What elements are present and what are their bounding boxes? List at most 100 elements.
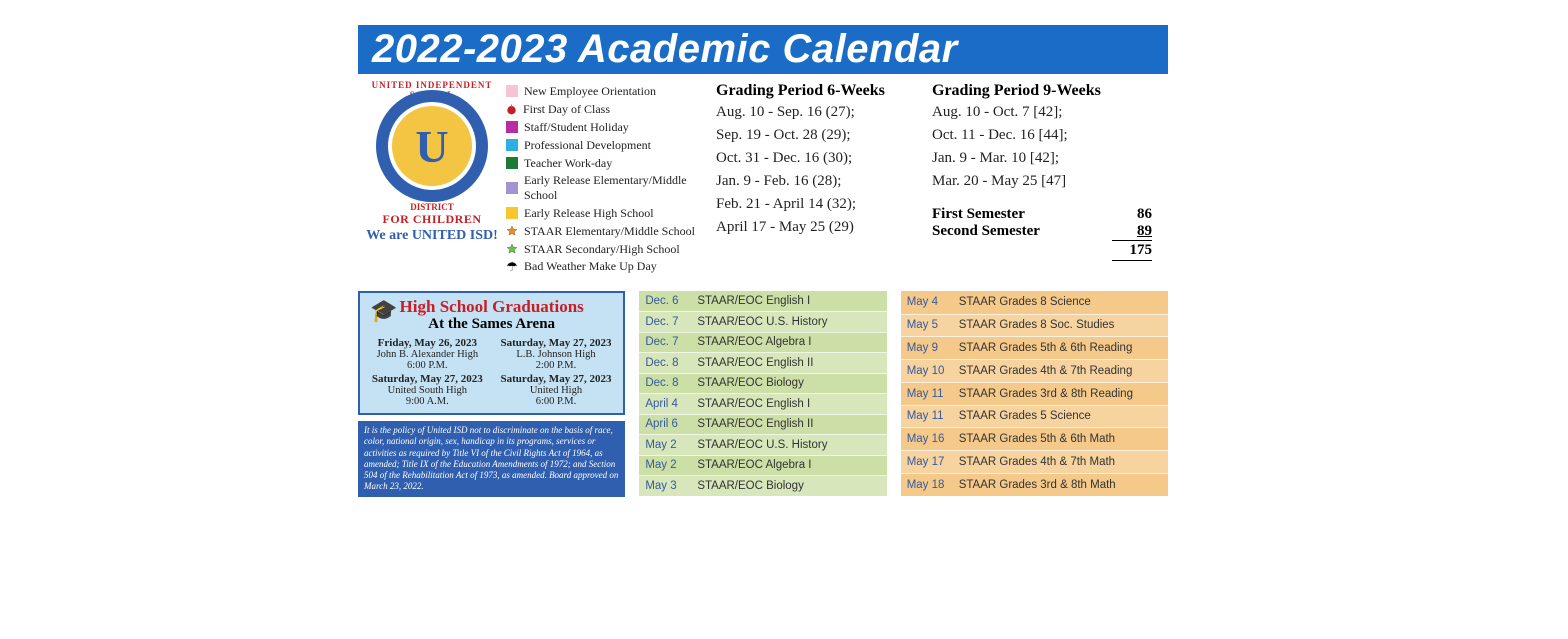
legend-label: New Employee Orientation (524, 84, 656, 98)
test-date: May 11 (901, 405, 953, 428)
test-event: STAAR Grades 5th & 6th Reading (953, 337, 1168, 360)
grad-school: United High (530, 385, 582, 396)
graduation-entry: Saturday, May 27, 2023L.B. Johnson High2… (495, 337, 618, 371)
grad-title: High School Graduations (366, 297, 617, 317)
legend-item: STAAR Elementary/Middle School (506, 224, 712, 238)
test-row: April 4STAAR/EOC English I (639, 394, 886, 414)
test-event: STAAR/EOC English II (691, 414, 886, 434)
test-date: May 5 (901, 314, 953, 337)
test-row: Dec. 7STAAR/EOC U.S. History (639, 312, 886, 332)
test-event: STAAR/EOC Algebra I (691, 455, 886, 475)
bottom-row: 🎓 High School Graduations At the Sames A… (358, 291, 1168, 496)
legend-label: Professional Development (524, 138, 651, 152)
header-row: UNITED INDEPENDENT SCHOOL U DISTRICT FOR… (358, 80, 1168, 277)
test-event: STAAR/EOC English II (691, 353, 886, 373)
test-event: STAAR/EOC English I (691, 291, 886, 311)
grading6-item: Aug. 10 - Sep. 16 (27); (716, 104, 922, 121)
test-date: May 16 (901, 428, 953, 451)
semester-first: First Semester 86 (932, 206, 1152, 223)
test-event: STAAR/EOC U.S. History (691, 435, 886, 455)
test-row: May 2STAAR/EOC Algebra I (639, 455, 886, 475)
grad-date: Saturday, May 27, 2023 (495, 373, 618, 385)
legend-label: Bad Weather Make Up Day (524, 259, 657, 273)
test-event: STAAR Grades 3rd & 8th Math (953, 473, 1168, 496)
grad-date: Saturday, May 27, 2023 (495, 337, 618, 349)
test-date: Dec. 8 (639, 353, 691, 373)
logo-column: UNITED INDEPENDENT SCHOOL U DISTRICT FOR… (358, 80, 506, 277)
test-date: April 4 (639, 394, 691, 414)
grading-6weeks: Grading Period 6-Weeks Aug. 10 - Sep. 16… (712, 80, 922, 277)
grad-school: United South High (388, 385, 467, 396)
test-event: STAAR Grades 5th & 6th Math (953, 428, 1168, 451)
test-event: STAAR/EOC Algebra I (691, 332, 886, 352)
grading-9weeks: Grading Period 9-Weeks Aug. 10 - Oct. 7 … (922, 80, 1152, 277)
test-row: May 18STAAR Grades 3rd & 8th Math (901, 473, 1168, 496)
swatch-icon (506, 139, 518, 151)
test-event: STAAR Grades 3rd & 8th Reading (953, 382, 1168, 405)
grading9-item: Mar. 20 - May 25 [47] (932, 173, 1152, 190)
sem2-label: Second Semester (932, 223, 1040, 240)
staar-eoc-table: Dec. 6STAAR/EOC English IDec. 7STAAR/EOC… (639, 291, 886, 496)
legend-label: Early Release Elementary/Middle School (524, 173, 712, 202)
logo-arc-bottom: DISTRICT (368, 202, 496, 212)
swatch-icon (506, 121, 518, 133)
legend-label: STAAR Secondary/High School (524, 242, 680, 256)
grading6-title: Grading Period 6-Weeks (716, 82, 922, 100)
test-date: May 4 (901, 291, 953, 314)
test-row: Dec. 7STAAR/EOC Algebra I (639, 332, 886, 352)
grad-school: John B. Alexander High (377, 349, 479, 360)
test-row: May 4STAAR Grades 8 Science (901, 291, 1168, 314)
grading6-item: Oct. 31 - Dec. 16 (30); (716, 150, 922, 167)
test-row: Dec. 6STAAR/EOC English I (639, 291, 886, 311)
test-row: April 6STAAR/EOC English II (639, 414, 886, 434)
grad-date: Friday, May 26, 2023 (366, 337, 489, 349)
graduation-entry: Friday, May 26, 2023John B. Alexander Hi… (366, 337, 489, 371)
legend-item: Early Release High School (506, 206, 712, 220)
test-row: May 11STAAR Grades 3rd & 8th Reading (901, 382, 1168, 405)
test-date: Dec. 6 (639, 291, 691, 311)
test-event: STAAR/EOC English I (691, 394, 886, 414)
sem2-value: 89 (1112, 223, 1152, 240)
test-date: Dec. 7 (639, 332, 691, 352)
sem-total-value: 175 (1112, 240, 1152, 261)
star-icon (506, 225, 518, 237)
grading9-item: Jan. 9 - Mar. 10 [42]; (932, 150, 1152, 167)
grad-time: 6:00 P.M. (536, 396, 577, 407)
grad-time: 6:00 P.M. (407, 360, 448, 371)
logo-tagline-1: FOR CHILDREN (382, 212, 481, 227)
test-row: May 2STAAR/EOC U.S. History (639, 435, 886, 455)
test-date: May 3 (639, 476, 691, 497)
grading9-item: Aug. 10 - Oct. 7 [42]; (932, 104, 1152, 121)
graduations-box: 🎓 High School Graduations At the Sames A… (358, 291, 625, 415)
logo-center: U (392, 106, 472, 186)
test-row: Dec. 8STAAR/EOC English II (639, 353, 886, 373)
legend: New Employee Orientation First Day of Cla… (506, 80, 712, 277)
legend-item: Early Release Elementary/Middle School (506, 173, 712, 202)
umbrella-icon: ☂ (506, 261, 518, 273)
test-date: May 17 (901, 451, 953, 474)
test-date: Dec. 7 (639, 312, 691, 332)
test-date: May 10 (901, 360, 953, 383)
grading6-item: Sep. 19 - Oct. 28 (29); (716, 127, 922, 144)
page-title: 2022-2023 Academic Calendar (358, 25, 1168, 74)
test-row: May 16STAAR Grades 5th & 6th Math (901, 428, 1168, 451)
test-date: May 2 (639, 455, 691, 475)
legend-item: Staff/Student Holiday (506, 120, 712, 134)
legend-item: STAAR Secondary/High School (506, 242, 712, 256)
staar-grades-table: May 4STAAR Grades 8 ScienceMay 5STAAR Gr… (901, 291, 1168, 496)
test-event: STAAR/EOC Biology (691, 476, 886, 497)
test-date: May 11 (901, 382, 953, 405)
grading6-item: Feb. 21 - April 14 (32); (716, 196, 922, 213)
sem1-value: 86 (1112, 206, 1152, 223)
legend-item: New Employee Orientation (506, 84, 712, 98)
test-event: STAAR/EOC Biology (691, 373, 886, 393)
test-row: May 11STAAR Grades 5 Science (901, 405, 1168, 428)
test-event: STAAR Grades 8 Soc. Studies (953, 314, 1168, 337)
swatch-icon (506, 157, 518, 169)
sem1-label: First Semester (932, 206, 1025, 223)
test-event: STAAR Grades 5 Science (953, 405, 1168, 428)
test-date: May 18 (901, 473, 953, 496)
test-event: STAAR/EOC U.S. History (691, 312, 886, 332)
test-event: STAAR Grades 8 Science (953, 291, 1168, 314)
legend-item: First Day of Class (506, 102, 712, 116)
